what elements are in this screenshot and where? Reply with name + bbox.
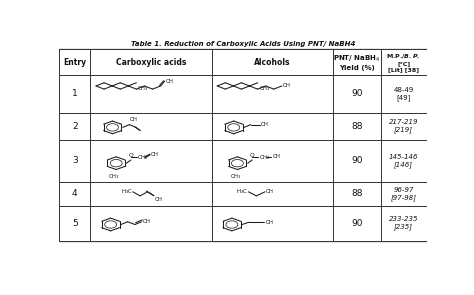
Text: OH: OH (143, 219, 151, 224)
Bar (381, 49, 427, 75)
Text: 233-235
[235]: 233-235 [235] (389, 217, 419, 230)
Bar (381, 140, 427, 182)
Text: OH: OH (266, 189, 274, 194)
Text: Entry: Entry (64, 58, 86, 67)
Text: OH: OH (265, 220, 273, 225)
Text: M.P./$\bfit{B.P.}$
[°C]
[Lit] [38]: M.P./$\bfit{B.P.}$ [°C] [Lit] [38] (386, 52, 421, 72)
Bar (212, 206, 333, 241)
Bar (59, 113, 91, 140)
Bar (59, 182, 91, 206)
Text: 96-97
[97-98]: 96-97 [97-98] (391, 187, 417, 201)
Text: 5: 5 (72, 219, 78, 228)
Bar (381, 182, 427, 206)
Bar (333, 182, 381, 206)
Text: 1: 1 (72, 89, 78, 99)
Bar (333, 49, 381, 75)
Text: 145-146
[146]: 145-146 [146] (389, 154, 419, 168)
Text: OH: OH (130, 117, 138, 122)
Bar (91, 75, 212, 113)
Text: 88: 88 (351, 122, 363, 131)
Text: Alcohols: Alcohols (254, 58, 291, 67)
Text: CH$_3$: CH$_3$ (137, 84, 149, 93)
Bar (212, 140, 333, 182)
Bar (333, 75, 381, 113)
Bar (381, 75, 427, 113)
Text: OH: OH (272, 154, 280, 159)
Text: 2: 2 (72, 122, 78, 131)
Text: 90: 90 (351, 89, 363, 99)
Text: OH: OH (166, 79, 173, 84)
Text: CH$_2$: CH$_2$ (137, 153, 149, 162)
Text: 90: 90 (351, 219, 363, 228)
Bar (381, 206, 427, 241)
Bar (381, 113, 427, 140)
Bar (59, 49, 427, 241)
Bar (212, 75, 333, 113)
Text: PNT/ NaBH$_4$
Yield (%): PNT/ NaBH$_4$ Yield (%) (333, 53, 381, 71)
Text: Table 1. Reduction of Carboxylic Acids Using PNT/ NaBH4: Table 1. Reduction of Carboxylic Acids U… (131, 41, 355, 47)
Bar (59, 140, 91, 182)
Text: O: O (250, 153, 255, 158)
Bar (91, 140, 212, 182)
Bar (212, 113, 333, 140)
Text: OH: OH (261, 122, 269, 127)
Bar (333, 113, 381, 140)
Bar (59, 206, 91, 241)
Text: 3: 3 (72, 156, 78, 165)
Text: CH$_3$: CH$_3$ (109, 172, 120, 181)
Text: OH: OH (283, 83, 291, 88)
Text: CH$_3$: CH$_3$ (230, 172, 241, 181)
Text: 217-219
[219]: 217-219 [219] (389, 119, 419, 133)
Bar (212, 182, 333, 206)
Text: 90: 90 (351, 156, 363, 165)
Text: 88: 88 (351, 189, 363, 198)
Bar (212, 49, 333, 75)
Bar (91, 182, 212, 206)
Text: H$_3$C: H$_3$C (121, 187, 133, 196)
Bar (91, 113, 212, 140)
Text: O: O (128, 153, 133, 158)
Text: OH: OH (155, 197, 163, 202)
Text: 4: 4 (72, 189, 78, 198)
Bar (333, 140, 381, 182)
Text: Carboxylic acids: Carboxylic acids (116, 58, 186, 67)
Bar (333, 206, 381, 241)
Bar (59, 75, 91, 113)
Text: H$_3$C: H$_3$C (236, 187, 248, 196)
Bar (59, 49, 91, 75)
Text: 48-49
[49]: 48-49 [49] (393, 87, 414, 101)
Text: OH: OH (151, 152, 159, 157)
Text: CH$_2$: CH$_2$ (259, 153, 270, 162)
Text: CH$_3$: CH$_3$ (259, 84, 271, 93)
Bar (91, 49, 212, 75)
Bar (91, 206, 212, 241)
